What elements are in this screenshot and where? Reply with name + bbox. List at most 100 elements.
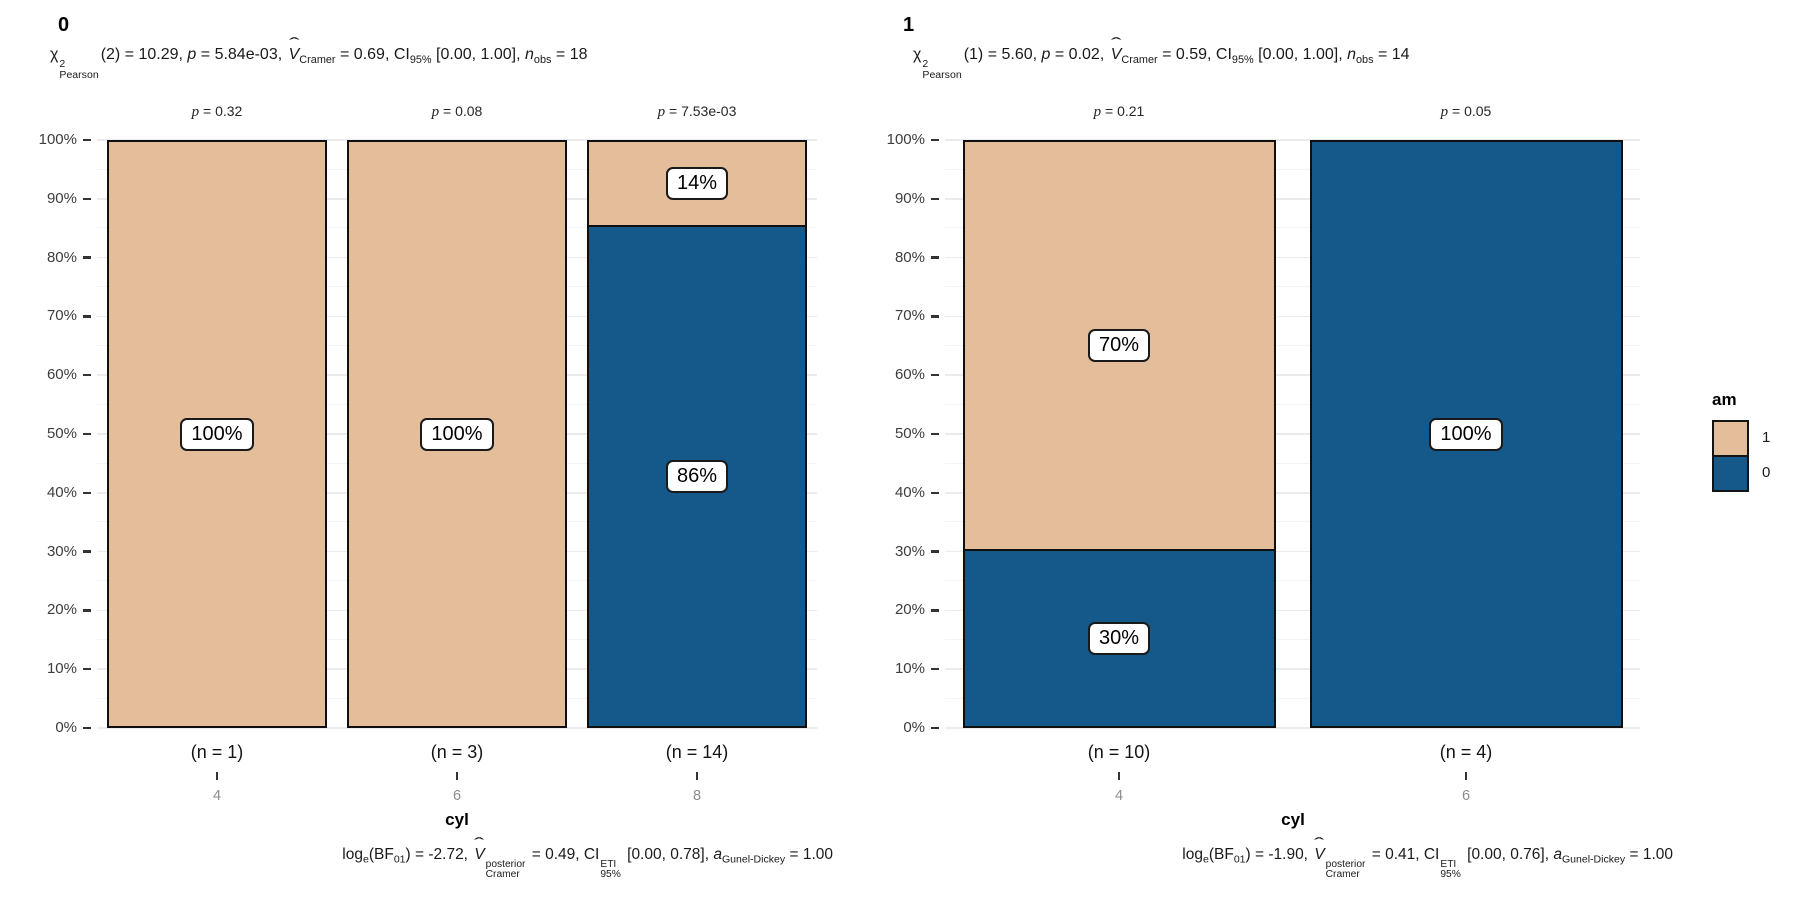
math-stack: posterior Cramer bbox=[485, 858, 526, 880]
text-segment: 95% bbox=[1231, 53, 1254, 66]
gridline-major bbox=[945, 609, 1640, 612]
percent-label: 100% bbox=[1429, 417, 1503, 451]
gridline-major bbox=[945, 668, 1640, 670]
y-tick-mark bbox=[83, 609, 91, 612]
y-tick-label: 0% bbox=[55, 719, 77, 736]
y-tick-mark bbox=[931, 726, 939, 730]
text-segment: obs bbox=[1356, 53, 1374, 66]
panel-1-plot-area: 0% 10% 20% 30% 40% 50% 60% 70% 80% 90% 100% p = 0.2… bbox=[887, 0, 1688, 900]
legend: am 1 0 bbox=[1688, 0, 1800, 900]
y-tick-mark bbox=[931, 491, 939, 495]
gridline-major bbox=[945, 374, 1640, 376]
math-stack: 2 Pearson bbox=[59, 58, 99, 81]
bar-segment-am-0: 100% bbox=[1311, 142, 1621, 726]
gridline-minor bbox=[945, 580, 1640, 582]
panel-1-x-axis-title: cyl bbox=[1281, 810, 1305, 829]
text-segment: Cramer bbox=[1121, 53, 1158, 66]
text-segment: (BF bbox=[368, 846, 394, 863]
panel-1-title: 1 bbox=[903, 14, 915, 36]
legend-swatch-am-0 bbox=[1712, 455, 1749, 492]
y-tick-mark bbox=[83, 667, 91, 671]
text-segment: ) = -2.72, bbox=[405, 846, 473, 863]
gridline-major bbox=[945, 550, 1640, 553]
legend-title: am bbox=[1712, 390, 1737, 409]
math-stack: 2 Pearson bbox=[922, 58, 962, 81]
gridline-minor bbox=[945, 403, 1640, 405]
gridline-major bbox=[945, 256, 1640, 259]
y-tick-mark bbox=[931, 256, 939, 259]
x-tick-mark bbox=[1118, 772, 1120, 780]
text-segment: [0.00, 0.78], bbox=[622, 846, 714, 863]
panel-0-title: 0 bbox=[58, 14, 70, 36]
gridline-major bbox=[945, 727, 1640, 729]
y-tick-mark bbox=[931, 432, 939, 436]
percent-label: 100% bbox=[180, 417, 254, 451]
y-tick-mark bbox=[931, 197, 939, 201]
bar-segment-am-0: 86% bbox=[589, 225, 805, 726]
y-tick-label: 50% bbox=[46, 425, 77, 442]
text-segment: log bbox=[1182, 846, 1203, 863]
x-tick-label: 4 bbox=[1114, 788, 1124, 804]
y-tick-label: 30% bbox=[894, 542, 925, 560]
gridline-minor bbox=[945, 462, 1640, 464]
text-segment: n bbox=[1347, 46, 1356, 63]
y-tick-mark bbox=[83, 491, 91, 495]
y-tick-label: 60% bbox=[46, 366, 77, 384]
math-stack: posterior Cramer bbox=[1325, 858, 1366, 880]
panel-0-plot-area: 0% 10% 20% 30% 40% 50% 60% 70% 80% 90% 100% p = 0.3… bbox=[0, 0, 888, 900]
gridline-minor bbox=[945, 697, 1640, 699]
text-segment: obs bbox=[533, 53, 552, 66]
text-segment: 01 bbox=[1233, 853, 1246, 866]
gridline-major bbox=[945, 139, 1640, 141]
text-segment: = 14 bbox=[1373, 46, 1410, 63]
x-tick-mark bbox=[216, 772, 218, 780]
y-tick-mark bbox=[931, 667, 939, 671]
y-tick-label: 90% bbox=[46, 189, 77, 207]
y-tick-label: 10% bbox=[46, 660, 77, 678]
x-tick-label: 4 bbox=[212, 788, 222, 804]
bar-segment-am-1: 100% bbox=[349, 142, 565, 726]
stacked-bar-cyl-4: 100% bbox=[107, 140, 327, 728]
y-tick-mark bbox=[83, 197, 91, 201]
x-tick-mark bbox=[1465, 772, 1467, 780]
percent-label: 100% bbox=[420, 417, 494, 451]
y-tick-label: 20% bbox=[894, 601, 925, 619]
gridline-major bbox=[97, 727, 817, 729]
percent-label: 70% bbox=[1087, 329, 1151, 363]
text-segment: ) = -1.90, bbox=[1245, 846, 1313, 863]
y-tick-label: 80% bbox=[894, 248, 925, 266]
panel-1-subtitle: χ 2 Pearson (1) = 5.60, p = 0.02, V ˆ Cramer … bbox=[913, 36, 1410, 81]
text-segment: = 18 bbox=[551, 46, 588, 63]
gridline-minor bbox=[945, 521, 1640, 523]
text-segment: (BF bbox=[1208, 846, 1234, 863]
text-segment: e bbox=[362, 853, 369, 866]
y-tick-label: 80% bbox=[46, 248, 77, 266]
bar-n-label: (n = 3) bbox=[430, 742, 484, 762]
text-segment: χ bbox=[913, 46, 922, 63]
percent-label: 14% bbox=[665, 167, 729, 201]
stacked-bar-cyl-6: 100% bbox=[1309, 140, 1623, 728]
y-tick-mark bbox=[83, 373, 91, 377]
bar-n-label: (n = 14) bbox=[665, 742, 729, 762]
text-segment: [0.00, 0.76], bbox=[1462, 846, 1554, 863]
x-tick-mark bbox=[696, 772, 698, 780]
text-segment: a bbox=[713, 846, 722, 863]
text-segment: = 0.41, CI bbox=[1367, 846, 1440, 863]
percent-label: 30% bbox=[1087, 622, 1151, 656]
gridline-major bbox=[945, 198, 1640, 200]
legend-label: 1 bbox=[1762, 429, 1771, 446]
stacked-bar-cyl-8: 14% 86% bbox=[587, 140, 807, 728]
bar-p-value-label: p = 0.32 bbox=[191, 103, 243, 120]
y-tick-label: 10% bbox=[894, 660, 925, 678]
y-tick-label: 70% bbox=[894, 307, 925, 325]
gridline-major bbox=[945, 315, 1640, 318]
text-segment: p bbox=[1041, 46, 1051, 63]
x-tick-mark bbox=[456, 772, 458, 780]
gridline-major bbox=[945, 433, 1640, 435]
bar-segment-am-1: 100% bbox=[109, 142, 325, 726]
text-segment: = 0.59, CI bbox=[1157, 46, 1232, 63]
y-tick-mark bbox=[931, 373, 939, 377]
